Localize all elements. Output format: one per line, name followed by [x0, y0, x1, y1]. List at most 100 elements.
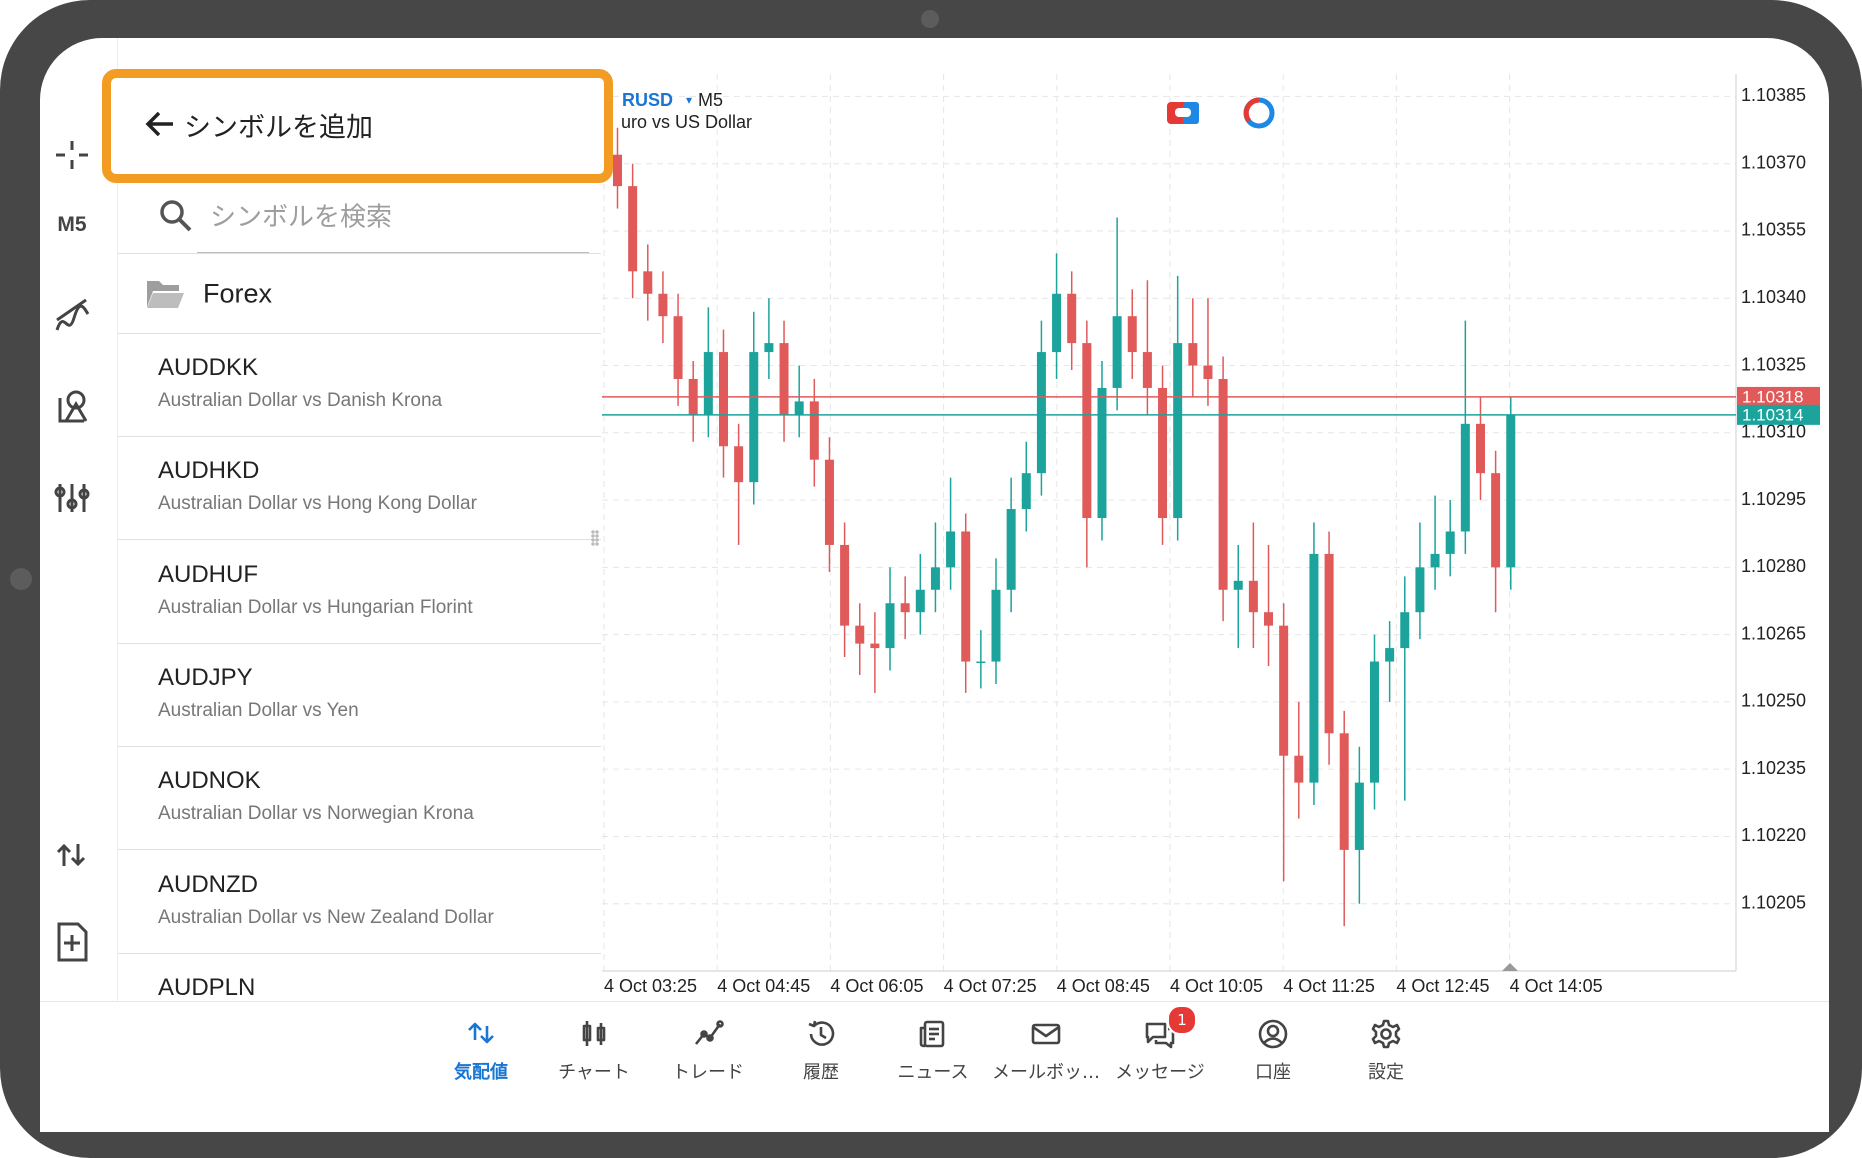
symbol-row[interactable]: AUDDKK Australian Dollar vs Danish Krona	[118, 333, 601, 437]
price-label: 1.10314	[1742, 405, 1803, 424]
candle-body	[1021, 473, 1031, 510]
candle-body	[1475, 423, 1485, 474]
y-tick-label: 1.10355	[1741, 220, 1806, 240]
symbol[interactable]: EURUSD	[597, 90, 673, 110]
nav-item[interactable]: メッセージ 1	[1105, 1002, 1215, 1112]
candle-body	[1415, 567, 1425, 613]
candle-body	[885, 603, 895, 649]
symbol-row[interactable]: AUDNOK Australian Dollar vs Norwegian Kro…	[118, 746, 601, 851]
toolbar-icons: M5	[54, 141, 90, 962]
divider	[118, 745, 601, 747]
x-tick-label: 4 Oct 06:05	[830, 976, 923, 996]
candle-body	[1203, 365, 1213, 379]
nav-icon	[917, 1018, 949, 1050]
nav-item[interactable]: 設定	[1331, 1002, 1441, 1112]
candle-body	[840, 544, 850, 626]
symbol-dropdown[interactable]: ▾	[686, 93, 692, 107]
divider	[118, 952, 601, 954]
one-click-trading-icon[interactable]	[1167, 102, 1199, 124]
y-tick-label: 1.10340	[1741, 287, 1806, 307]
divider	[118, 333, 601, 334]
candle-body	[1354, 782, 1364, 850]
symbol-code: AUDPLN	[158, 973, 256, 1001]
symbol-code: AUDHKD	[158, 457, 260, 485]
symbol-row[interactable]: AUDNZD Australian Dollar vs New Zealand D…	[118, 850, 601, 954]
candle-body	[900, 603, 910, 613]
nav-label: ニュース	[897, 1062, 969, 1083]
nav-label: チャート	[558, 1062, 630, 1083]
folder-name[interactable]: Forex	[203, 278, 273, 309]
candle-body	[673, 316, 683, 379]
nav-label: 気配値	[454, 1062, 508, 1083]
candle-body	[1112, 316, 1122, 388]
nav-label: メッセージ	[1115, 1062, 1205, 1083]
nav-item[interactable]: 口座	[1218, 1002, 1328, 1112]
back-button[interactable]	[145, 108, 177, 140]
candle-body	[1324, 553, 1334, 734]
price-label-box	[1737, 386, 1820, 407]
symbol-row[interactable]: AUDHUF Australian Dollar vs Hungarian Flo…	[118, 540, 601, 644]
nav-item[interactable]: トレード	[653, 1002, 763, 1112]
divider	[118, 436, 601, 437]
symbol-code: AUDJPY	[158, 663, 253, 691]
nav-item[interactable]: 気配値	[426, 1002, 536, 1112]
crosshair-icon[interactable]	[56, 141, 88, 169]
symbol-row[interactable]: AUDJPY Australian Dollar vs Yen	[118, 643, 601, 747]
x-tick-label: 4 Oct 12:45	[1396, 976, 1489, 996]
nav-item[interactable]: メールボッ…	[991, 1002, 1101, 1112]
x-tick-label: 4 Oct 07:25	[944, 976, 1037, 996]
symbol-row[interactable]: AUDHKD Australian Dollar vs Hong Kong Dol…	[118, 436, 601, 541]
nav-icon	[805, 1018, 837, 1050]
nav-label: 口座	[1255, 1062, 1291, 1083]
objects-icon[interactable]	[58, 390, 88, 423]
candle-body	[794, 401, 804, 415]
resize-handle[interactable]	[591, 530, 599, 546]
candle-body	[870, 643, 880, 649]
candle-body	[734, 446, 744, 483]
chart-shift-marker	[1502, 963, 1518, 971]
candle-body	[764, 343, 774, 353]
candle-body	[976, 661, 986, 664]
depth-icon[interactable]	[1243, 97, 1275, 129]
folder-icon	[147, 281, 184, 308]
candle-body	[930, 567, 940, 590]
nav-label: トレード	[672, 1062, 744, 1083]
nav-icon	[692, 1018, 724, 1050]
candle-body	[961, 531, 971, 662]
nav-item[interactable]: 履歴	[766, 1002, 876, 1112]
candle-body	[613, 154, 622, 187]
candle-body	[658, 293, 668, 317]
candle-body	[1385, 648, 1395, 662]
indicators-icon[interactable]	[55, 298, 90, 331]
y-tick-label: 1.10250	[1741, 691, 1806, 711]
candle-body	[1460, 423, 1470, 532]
symbol-row[interactable]: AUDPLN	[118, 953, 601, 1001]
timeframe-button[interactable]: M5	[57, 213, 86, 236]
nav-icon	[465, 1018, 497, 1050]
nav-icon-graphic	[1031, 1023, 1061, 1045]
candle-body	[1400, 612, 1410, 649]
nav-icon-graphic	[468, 1022, 494, 1044]
symbol-code: AUDDKK	[158, 354, 259, 381]
search-input[interactable]: シンボルを検索	[210, 202, 393, 233]
new-order-icon[interactable]	[57, 922, 88, 962]
candle-body	[991, 589, 1001, 662]
nav-item[interactable]: ニュース	[878, 1002, 988, 1112]
candle-body	[824, 459, 834, 545]
nav-item[interactable]: チャート	[539, 1002, 649, 1112]
candle-body	[1158, 387, 1168, 519]
candles	[613, 127, 1516, 927]
candle-body	[779, 343, 789, 415]
nav-icon	[578, 1018, 610, 1050]
settings-sliders-icon[interactable]	[54, 484, 90, 512]
divider	[118, 539, 601, 541]
y-tick-label: 1.10205	[1741, 892, 1806, 912]
trade-icon[interactable]	[56, 843, 86, 867]
y-tick-label: 1.10295	[1741, 489, 1806, 509]
nav-label: 履歴	[803, 1062, 839, 1083]
candle-body	[703, 352, 713, 415]
timeframe: M5	[698, 90, 723, 110]
symbol-description: Australian Dollar vs Yen	[158, 699, 359, 721]
candle-body	[855, 625, 865, 644]
grid	[602, 74, 1737, 972]
